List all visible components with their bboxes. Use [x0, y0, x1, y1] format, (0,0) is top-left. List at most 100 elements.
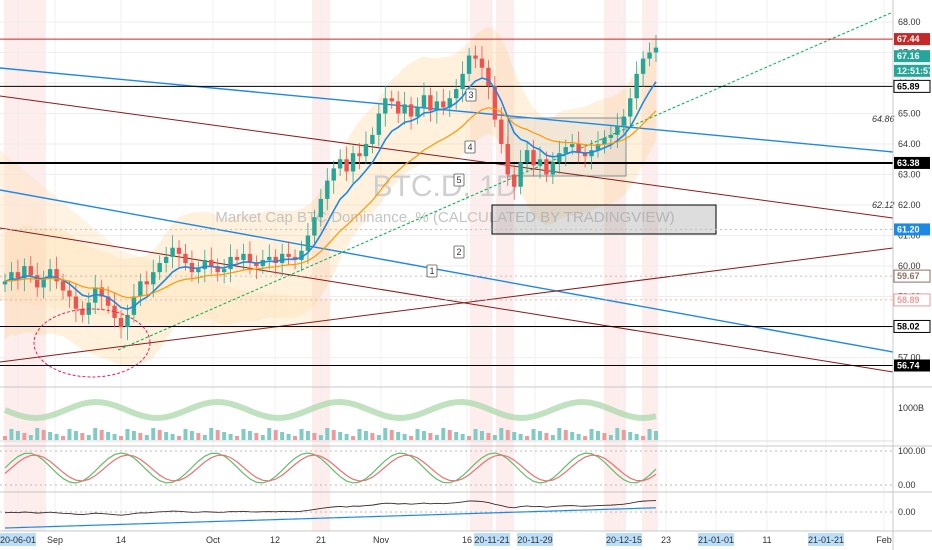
- time-tick-label: 21-01-01: [698, 535, 734, 545]
- time-tick-label: 14: [116, 535, 126, 545]
- candle-body: [144, 281, 150, 285]
- candle-body: [524, 150, 530, 163]
- price-labels: 67.44 67.16 12:51:57 65.89 63.38 61.20 59.67 58…: [893, 33, 932, 372]
- candle-body: [67, 290, 72, 297]
- volume-bar: [131, 431, 136, 440]
- volume-bar: [318, 435, 323, 440]
- candle-body: [47, 269, 53, 279]
- wave-label-box: [453, 245, 465, 259]
- candle-body: [337, 159, 343, 169]
- candle-body: [634, 73, 639, 99]
- volume-bar: [73, 431, 78, 440]
- candle-body: [99, 287, 104, 297]
- volume-bar: [15, 431, 20, 440]
- osc3-line-b: [4, 500, 657, 516]
- osc3-line-a: [4, 507, 657, 529]
- time-tick-label: 20-11-21: [474, 535, 509, 545]
- volume-bar: [80, 433, 85, 440]
- volume-bar: [628, 432, 633, 440]
- time-label-box: [474, 533, 510, 546]
- candle-body: [428, 95, 433, 111]
- time-tick-label: 23: [661, 535, 671, 545]
- wave-label: 2: [456, 247, 461, 257]
- price-tick-label: 62.00: [898, 200, 921, 210]
- volume-bar: [402, 434, 407, 440]
- candle-body: [486, 67, 491, 87]
- candle-body: [402, 104, 407, 114]
- volume-bar: [299, 429, 304, 440]
- time-label-box: [517, 533, 553, 546]
- price-tick-label: 65.00: [898, 109, 921, 119]
- candle-body: [331, 168, 336, 181]
- volume-bar: [415, 429, 420, 440]
- highlight-band: [470, 0, 492, 531]
- candle-body: [615, 125, 620, 135]
- candle-body: [350, 153, 356, 172]
- highlight-band: [604, 0, 626, 531]
- candle-body: [608, 134, 614, 138]
- volume-bar: [157, 430, 162, 440]
- candle-body: [2, 281, 8, 285]
- candle-body: [292, 256, 298, 260]
- volume-bar: [138, 433, 143, 440]
- candle-body: [196, 269, 201, 273]
- volume-bar: [621, 430, 626, 440]
- time-tick-label: 20-11-29: [517, 535, 552, 545]
- candle-body: [60, 281, 66, 291]
- volume-bar: [654, 431, 658, 440]
- candle-body: [434, 101, 440, 111]
- price-label-box: [893, 269, 931, 283]
- volume-bar: [634, 434, 639, 440]
- volume-bar: [106, 432, 111, 440]
- candle-body: [234, 256, 240, 260]
- watermark-symbol: BTC.D, 1D: [372, 170, 517, 203]
- cloud-left: [0, 150, 330, 330]
- consolidation-box: [491, 204, 717, 235]
- candle-body: [15, 272, 21, 279]
- candle-body: [105, 296, 111, 306]
- trend-line: [0, 189, 894, 353]
- price-label: 67.16: [897, 51, 920, 61]
- candle-body: [138, 281, 143, 297]
- candle-body: [286, 253, 291, 257]
- time-axis[interactable]: 20-06-01 Sep 14 Oct 12 21 Nov 16 20-11-21 20-11-2…: [0, 533, 892, 546]
- volume-bar: [22, 433, 27, 440]
- volume-bar: [286, 434, 291, 440]
- volume-bar: [544, 433, 549, 440]
- candle-body: [118, 317, 124, 328]
- price-label-box: [894, 223, 930, 236]
- candle-body: [518, 162, 523, 187]
- volume-bar: [370, 433, 375, 440]
- range-box: [507, 117, 627, 177]
- candle-body: [125, 314, 130, 328]
- volume-bar: [518, 434, 523, 440]
- volume-bar: [602, 433, 607, 440]
- volume-bar: [119, 436, 124, 440]
- candle-body: [447, 98, 452, 108]
- volume-bar: [247, 431, 252, 440]
- wave-label: 5: [456, 175, 461, 185]
- volume-bar: [61, 436, 66, 440]
- time-label-box: [698, 533, 734, 546]
- volume-bar: [505, 430, 510, 440]
- candle-body: [466, 55, 472, 74]
- wave-label-box: [426, 264, 438, 278]
- volume-bar: [525, 436, 530, 440]
- candle-body: [163, 256, 169, 263]
- osc3-tick-label: 0.00: [898, 507, 916, 517]
- wave-label: 1: [429, 266, 434, 276]
- candle-body: [318, 198, 324, 218]
- volume-bar: [531, 429, 536, 440]
- price-label: 63.38: [897, 158, 920, 168]
- volume-bar: [376, 435, 381, 440]
- candle-body: [299, 250, 304, 260]
- price-label: 56.74: [897, 361, 920, 371]
- volume-bar: [235, 436, 240, 440]
- wave-label-box: [464, 140, 476, 154]
- candle-body: [35, 275, 40, 288]
- candle-body: [653, 47, 659, 53]
- candle-body: [157, 262, 162, 273]
- trend-line: [0, 95, 894, 219]
- volume-bar: [151, 428, 156, 440]
